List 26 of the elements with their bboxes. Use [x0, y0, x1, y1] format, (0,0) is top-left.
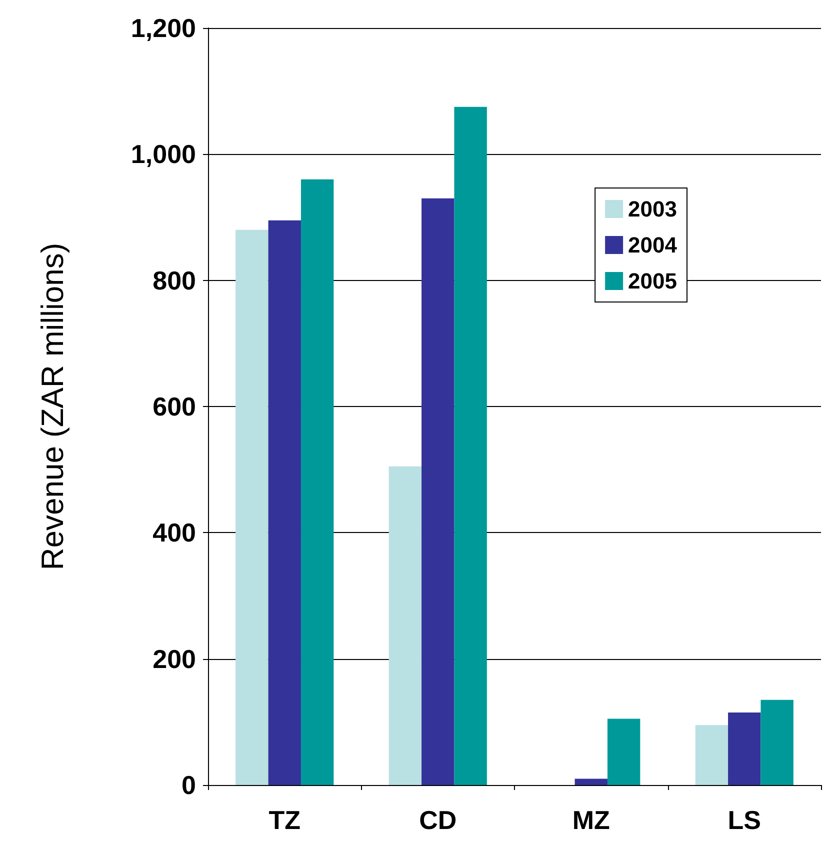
- y-tick-label: 600: [152, 392, 196, 422]
- bar: [607, 718, 640, 785]
- y-tick-label: 1,000: [130, 139, 196, 170]
- y-axis-title: Revenue (ZAR millions): [35, 242, 70, 570]
- bar: [268, 220, 301, 785]
- y-tick-label: 400: [152, 518, 196, 548]
- legend-label: 2005: [628, 268, 678, 294]
- bar: [760, 700, 794, 785]
- bar: [300, 179, 334, 785]
- bar: [422, 198, 454, 785]
- x-tick-label: LS: [728, 805, 761, 835]
- x-tick-label: CD: [419, 805, 457, 835]
- y-tick-label: 1,200: [130, 13, 196, 43]
- bar: [695, 725, 728, 785]
- bar: [574, 778, 608, 785]
- x-tick-label: MZ: [572, 805, 610, 835]
- bar: [728, 712, 761, 785]
- y-tick-label: 200: [152, 644, 196, 674]
- bar: [236, 230, 268, 785]
- legend-label: 2004: [628, 232, 678, 258]
- legend-label: 2003: [628, 196, 678, 222]
- bar: [454, 106, 487, 785]
- bar: [388, 466, 422, 785]
- x-tick-label: TZ: [268, 805, 301, 835]
- y-tick-label: 800: [152, 265, 196, 296]
- y-tick-label: 0: [182, 770, 196, 800]
